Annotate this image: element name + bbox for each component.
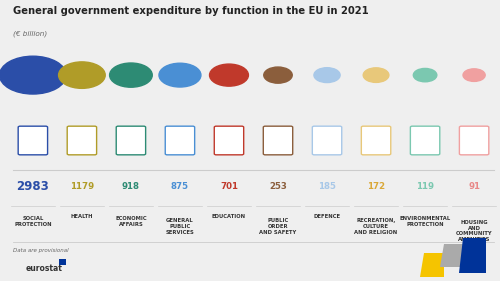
Text: SOCIAL
PROTECTION: SOCIAL PROTECTION (14, 216, 52, 227)
Text: 1179: 1179 (70, 182, 94, 191)
Circle shape (363, 68, 389, 82)
Text: 119: 119 (416, 182, 434, 191)
Circle shape (58, 62, 105, 88)
Text: DEFENCE: DEFENCE (314, 214, 340, 219)
Text: ECONOMIC
AFFAIRS: ECONOMIC AFFAIRS (115, 216, 146, 227)
FancyBboxPatch shape (264, 126, 292, 155)
FancyBboxPatch shape (18, 126, 48, 155)
Text: 172: 172 (367, 182, 385, 191)
Circle shape (414, 69, 437, 82)
Polygon shape (420, 253, 444, 277)
Circle shape (159, 63, 201, 87)
Text: (€ billion): (€ billion) (14, 31, 48, 37)
Text: 875: 875 (171, 182, 189, 191)
Circle shape (463, 69, 485, 81)
FancyBboxPatch shape (165, 126, 194, 155)
Text: EDUCATION: EDUCATION (212, 214, 246, 219)
Circle shape (210, 64, 248, 86)
FancyBboxPatch shape (460, 126, 489, 155)
Text: General government expenditure by function in the EU in 2021: General government expenditure by functi… (14, 6, 369, 15)
Text: GENERAL
PUBLIC
SERVICES: GENERAL PUBLIC SERVICES (166, 218, 194, 235)
FancyBboxPatch shape (214, 126, 244, 155)
FancyBboxPatch shape (67, 126, 96, 155)
Text: HOUSING
AND
COMMUNITY
AMENITIES: HOUSING AND COMMUNITY AMENITIES (456, 220, 492, 242)
Text: Data are provisional: Data are provisional (14, 248, 69, 253)
Polygon shape (460, 238, 486, 273)
Text: eurostat: eurostat (26, 264, 63, 273)
Text: 918: 918 (122, 182, 140, 191)
Text: PUBLIC
ORDER
AND SAFETY: PUBLIC ORDER AND SAFETY (260, 218, 296, 235)
Text: 701: 701 (220, 182, 238, 191)
Text: 2983: 2983 (16, 180, 50, 193)
FancyBboxPatch shape (312, 126, 342, 155)
Circle shape (0, 56, 66, 94)
Text: ENVIRONMENTAL
PROTECTION: ENVIRONMENTAL PROTECTION (400, 216, 450, 227)
FancyBboxPatch shape (362, 126, 391, 155)
Text: HEALTH: HEALTH (70, 214, 93, 219)
Circle shape (264, 67, 292, 83)
FancyBboxPatch shape (410, 126, 440, 155)
FancyBboxPatch shape (116, 126, 146, 155)
Polygon shape (440, 244, 464, 267)
Text: 253: 253 (269, 182, 287, 191)
Text: RECREATION,
CULTURE
AND RELIGION: RECREATION, CULTURE AND RELIGION (354, 218, 398, 235)
Circle shape (314, 68, 340, 83)
Text: 91: 91 (468, 182, 480, 191)
Text: 185: 185 (318, 182, 336, 191)
Circle shape (110, 63, 152, 87)
FancyBboxPatch shape (59, 259, 66, 265)
